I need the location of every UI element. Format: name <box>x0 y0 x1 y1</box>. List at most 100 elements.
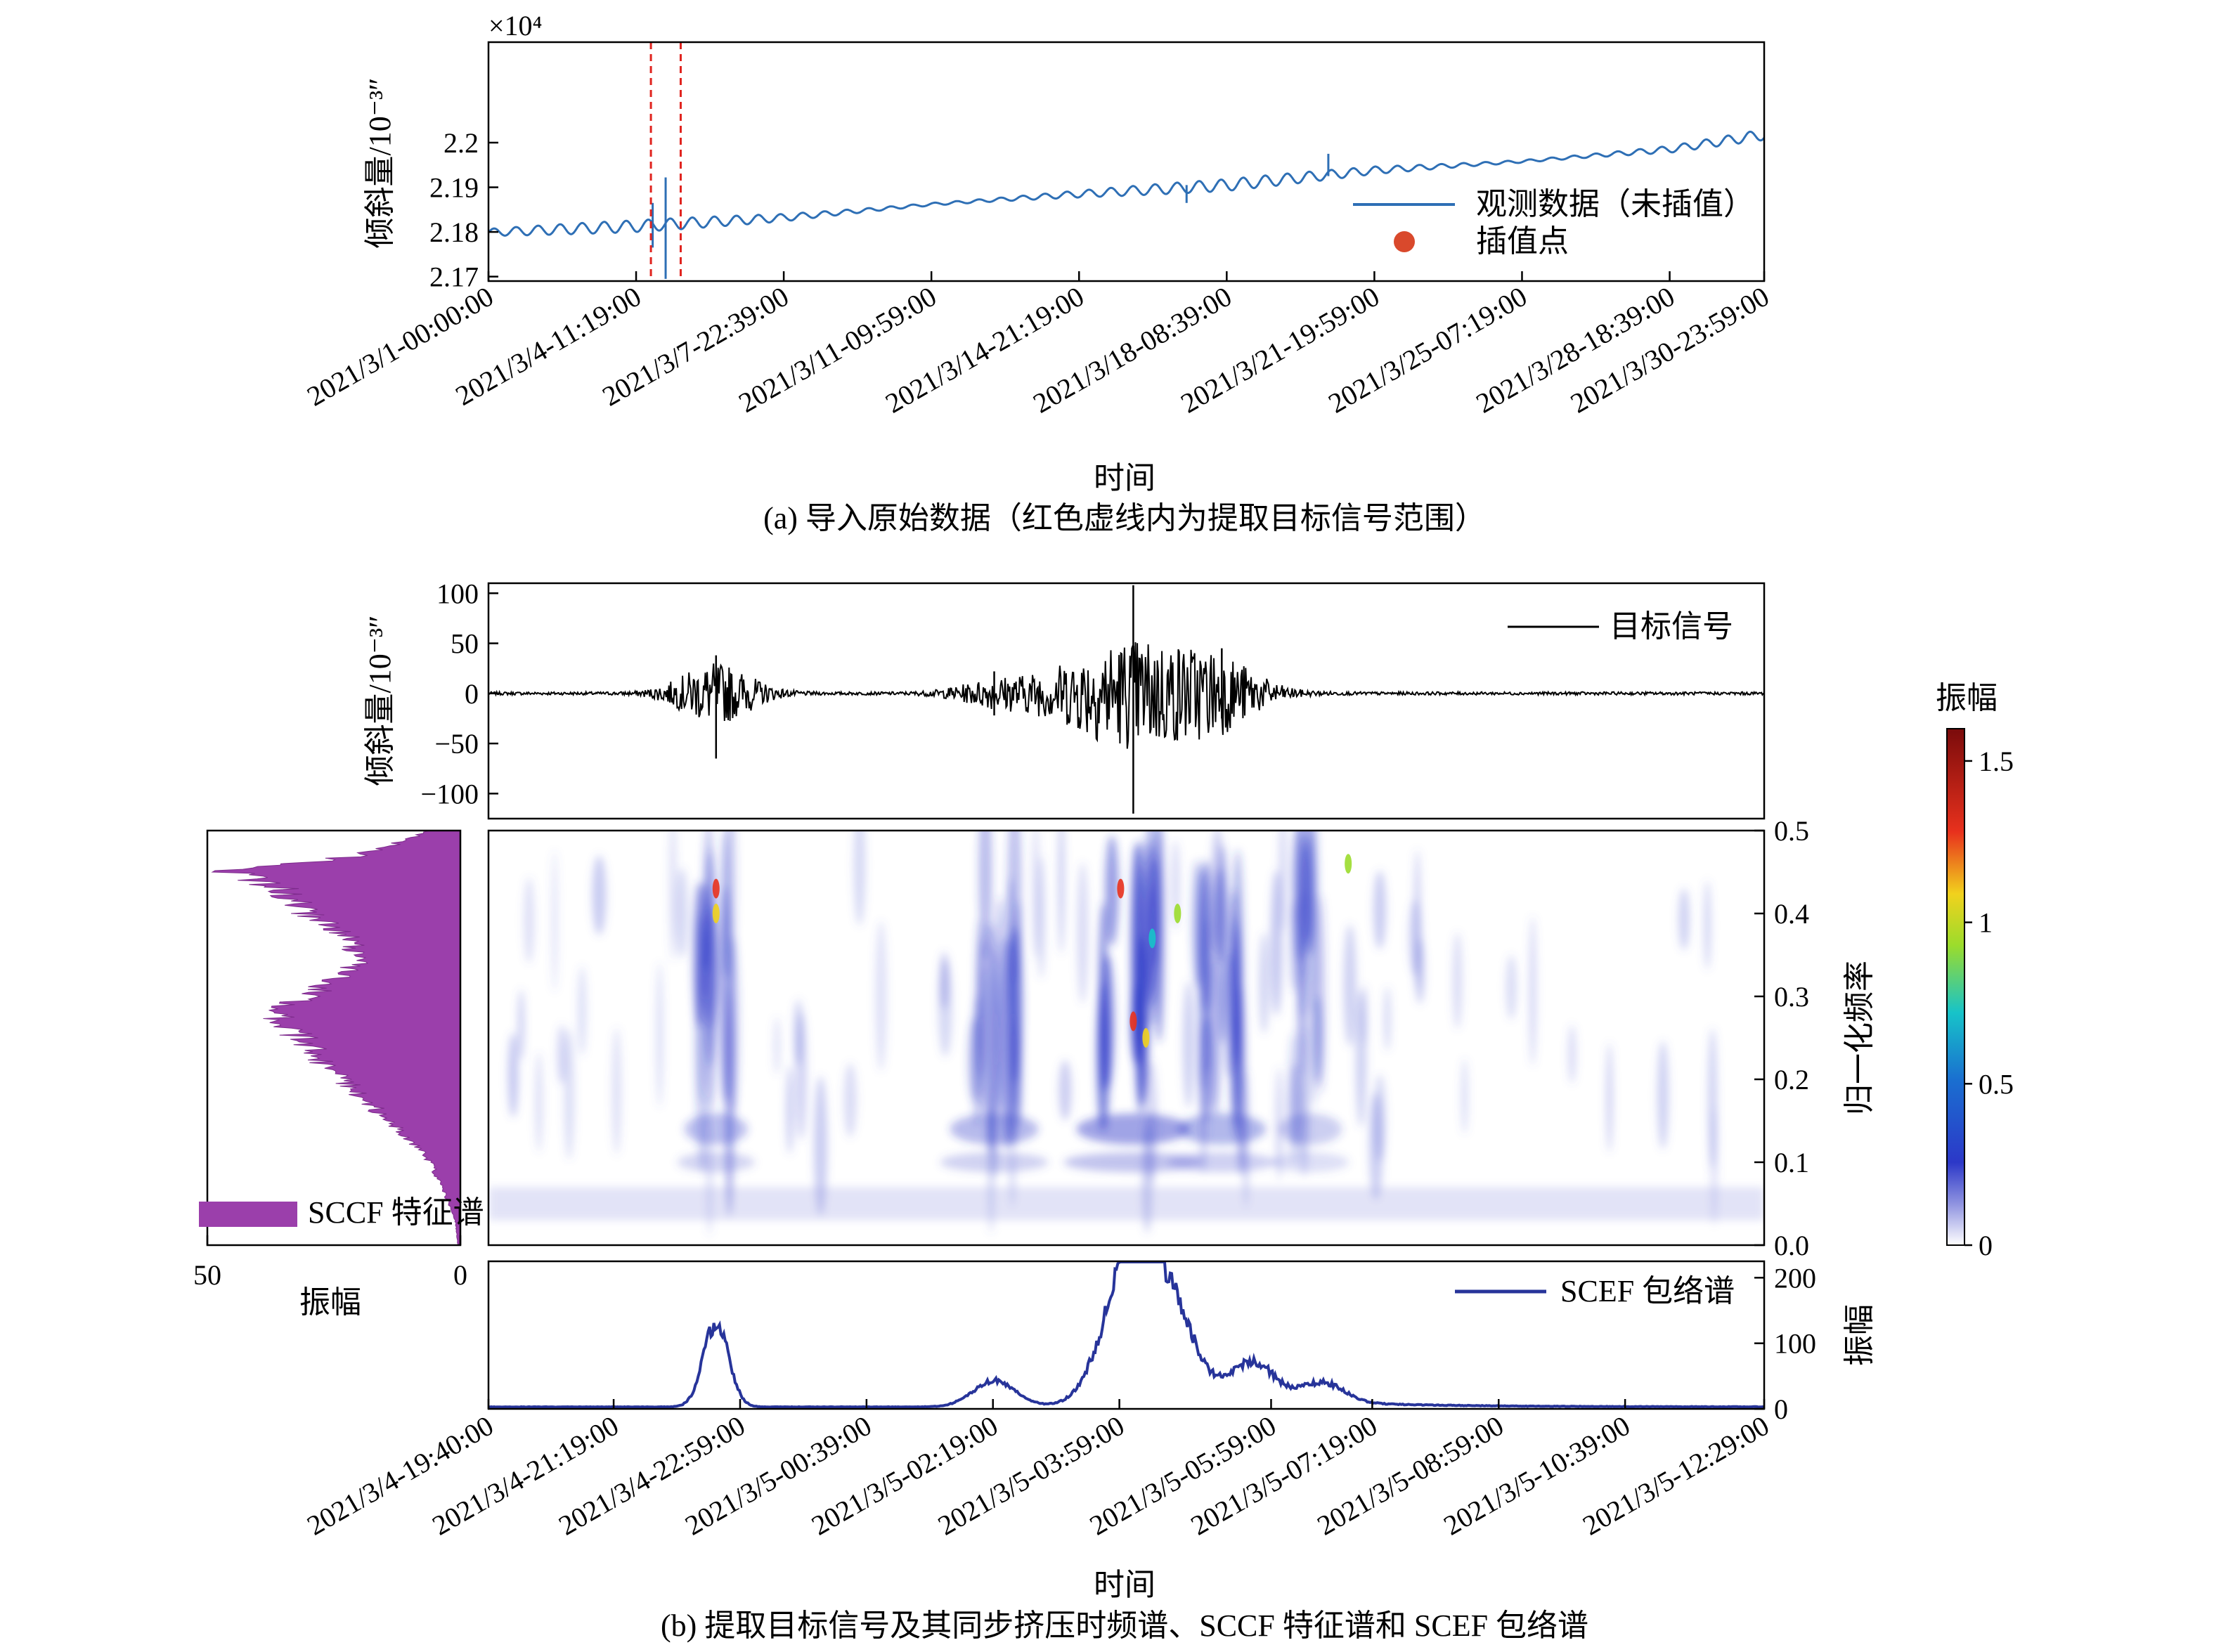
spectrum-axes-frame <box>487 829 1766 1247</box>
spectrum-ridge <box>853 831 866 926</box>
ytick-label: 100 <box>1774 1328 1816 1360</box>
spectrum-hotspots <box>712 854 1352 1048</box>
colorbar-tick-label: 1.5 <box>1979 746 2014 777</box>
panel-a-xticks: 2021/3/1-00:00:002021/3/4-11:19:002021/3… <box>302 271 1775 419</box>
sccf-xticks: 50 0 <box>193 1235 467 1291</box>
legend-scef-label: SCEF 包络谱 <box>1560 1274 1735 1308</box>
panel-b-envelope: 0 100 200 振幅 SCEF 包络谱 2021/3/4-19:40:00202… <box>302 1260 1877 1643</box>
ytick-label: 2.19 <box>429 172 479 204</box>
spectrum-hotspot <box>712 904 720 923</box>
spectrum-column <box>1296 927 1309 1159</box>
spectrum-hotspot <box>1174 904 1182 923</box>
spectrum-band <box>1076 1113 1191 1145</box>
spectrum-hotspot <box>1148 928 1156 949</box>
panel-b-signal: 100 50 0 −50 −100 倾斜量/10⁻³″ 目标信号 <box>363 578 1766 820</box>
panel-b-spectrum: 0.0 0.1 0.2 0.3 0.4 0.5 归一化频率 <box>487 815 1877 1261</box>
spectrum-hotspot <box>712 878 720 899</box>
spectrum-ridge <box>524 877 535 964</box>
legend-sccf-swatch <box>199 1202 297 1227</box>
spectrum-energy <box>488 831 1764 1236</box>
spectrum-band <box>1177 1113 1267 1145</box>
spectrum-hotspot <box>1142 1028 1150 1048</box>
colorbar-title: 振幅 <box>1936 681 1998 715</box>
spectrum-ridge <box>1704 880 1711 970</box>
signal-yticks: 100 50 0 −50 −100 <box>420 578 498 809</box>
spectrum-ridge <box>611 1027 621 1155</box>
spectrum-column <box>1230 916 1241 1140</box>
spectrum-column <box>721 831 730 977</box>
spectrum-ridge <box>1037 855 1045 980</box>
legend-sccf-label: SCCF 特征谱 <box>308 1195 484 1230</box>
envelope-yticks: 0 100 200 <box>1754 1262 1816 1425</box>
panel-a-axes-frame <box>487 41 1766 282</box>
envelope-xlabel: 时间 <box>1094 1568 1155 1602</box>
spectrum-ridge <box>1529 916 1536 1067</box>
spectrum-column <box>692 881 705 1028</box>
spectrum-ridge <box>535 1051 543 1153</box>
spectrum-band <box>1167 1152 1276 1172</box>
spectrum-ridge <box>1708 1028 1717 1170</box>
spectrum-ridge <box>656 962 663 1107</box>
colorbar-gradient <box>1946 728 1965 1246</box>
spectrum-ridge <box>940 951 950 1010</box>
ytick-label: −100 <box>420 778 479 809</box>
spectrum-ridge <box>1678 887 1690 951</box>
spectrum-band <box>677 1152 755 1172</box>
spectrum-ridge <box>843 1062 857 1138</box>
spectrum-column <box>1198 867 1209 1090</box>
spectrum-ridge <box>1373 870 1386 949</box>
ytick-label: 0.2 <box>1774 1064 1809 1095</box>
ytick-label: −50 <box>434 728 479 760</box>
spectrum-ridge <box>1058 831 1065 954</box>
spectrum-column <box>1214 868 1226 963</box>
spectrum-ridge <box>1077 862 1089 1004</box>
panel-b-sccf: SCCF 特征谱 50 0 振幅 <box>193 829 484 1320</box>
colorbar-ticks: 0 0.5 1 1.5 <box>1964 746 2014 1261</box>
spectrum-ridge <box>507 1032 519 1118</box>
spectrum-ridge <box>1343 924 1357 1047</box>
spectrum-column <box>984 922 998 1154</box>
signal-ylabel: 倾斜量/10⁻³″ <box>363 616 397 786</box>
spectrum-band <box>950 1113 1039 1145</box>
spectrum-ridge <box>1408 899 1422 976</box>
spectrum-ridge <box>518 989 524 1061</box>
ytick-label: 0 <box>1774 1393 1788 1425</box>
ytick-label: 0.3 <box>1774 981 1809 1013</box>
panel-a-multiplier: ×10⁴ <box>488 10 543 41</box>
spectrum-band <box>1063 1152 1203 1172</box>
xtick-label: 50 <box>193 1259 221 1291</box>
signal-axes-frame <box>487 582 1766 820</box>
spectrum-ridge <box>794 999 803 1067</box>
spectrum-ridge <box>774 1016 780 1076</box>
spectrum-yticks: 0.0 0.1 0.2 0.3 0.4 0.5 <box>1754 815 1809 1261</box>
spectrum-column <box>703 831 714 976</box>
ytick-label: 2.2 <box>444 127 479 159</box>
spectrum-ridge <box>1368 1092 1383 1201</box>
spectrum-lowband <box>488 1187 1764 1221</box>
spectrum-band <box>1271 1152 1349 1172</box>
panel-b-caption: (b) 提取目标信号及其同步挤压时频谱、SCCF 特征谱和 SCEF 包络谱 <box>661 1608 1588 1643</box>
spectrum-ridge <box>1259 932 1269 1034</box>
spectrum-ridge <box>1657 1041 1669 1150</box>
extract-range-lines <box>649 42 682 281</box>
ytick-label: 0.0 <box>1774 1230 1809 1261</box>
spectrum-ridge <box>814 1076 827 1216</box>
spectrum-ridge <box>1183 980 1195 1108</box>
spectrum-column <box>1105 835 1119 947</box>
spectrum-ridge <box>1059 1060 1072 1121</box>
legend-target-label: 目标信号 <box>1610 609 1733 644</box>
spectrum-band <box>684 1113 748 1145</box>
spectrum-ridge <box>557 1025 567 1085</box>
spectrum-band <box>940 1152 1049 1172</box>
spectrum-band <box>1278 1113 1342 1145</box>
spectrum-ridge <box>669 831 677 961</box>
spectrum-column <box>725 985 734 1217</box>
sccf-spectrum-fill <box>211 830 461 1246</box>
ytick-label: 200 <box>1774 1262 1816 1294</box>
sccf-xlabel: 振幅 <box>299 1285 361 1320</box>
spectrum-ridge <box>1032 831 1040 960</box>
spectrum-column <box>1135 991 1146 1115</box>
spectrum-ridge <box>1461 1058 1468 1135</box>
ytick-label: 0.1 <box>1774 1147 1809 1178</box>
